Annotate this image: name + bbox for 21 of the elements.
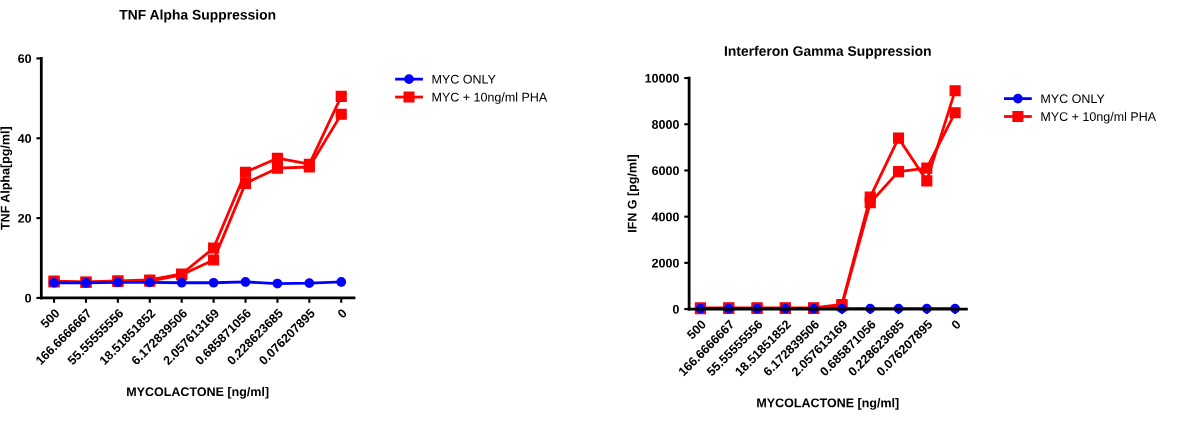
y-tick-label: 6000	[652, 166, 679, 176]
x-axis-title: MYCOLACTONE [ng/ml]	[757, 398, 899, 410]
x-tick-label: 0	[950, 319, 962, 330]
x-tick-label: 0	[336, 308, 348, 319]
y-tick-label: 10000	[645, 73, 679, 83]
y-tick-label: 40	[17, 134, 32, 143]
legend-label: MYC + 10ng/ml PHA	[432, 92, 548, 105]
legend-label: MYC + 10ng/ml PHA	[1041, 111, 1157, 124]
y-axis-title: IFN G [pg/ml]	[627, 155, 640, 232]
y-tick-label: 4000	[651, 212, 679, 222]
y-tick-label: 2000	[652, 258, 679, 268]
chart-title: Interferon Gamma Suppression	[724, 45, 931, 59]
y-tick-label: 8000	[651, 120, 679, 129]
x-axis-title: MYCOLACTONE [ng/ml]	[127, 386, 269, 399]
y-tick-label: 20	[18, 213, 32, 223]
y-tick-label: 0	[25, 293, 32, 303]
legend-label: MYC ONLY	[1041, 94, 1105, 104]
legend-label: MYC ONLY	[432, 74, 496, 84]
chart-title: TNF Alpha Suppression	[119, 9, 276, 23]
y-tick-label: 60	[18, 54, 32, 64]
y-axis-title: TNF Alpha[pg/ml]	[0, 127, 13, 230]
